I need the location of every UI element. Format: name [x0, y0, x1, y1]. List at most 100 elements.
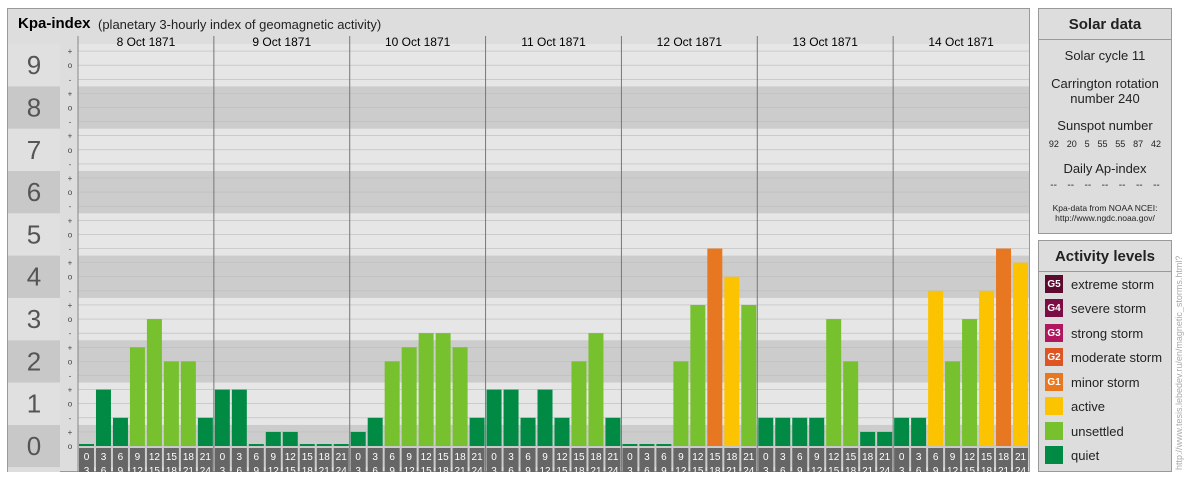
interval-label-box: [333, 448, 349, 472]
kpa-bar-chart: 0123456789o+-o+-o+-o+-o+-o+-o+-o+-o+-o+8…: [8, 34, 1029, 472]
sunspot-value: 55: [1097, 139, 1108, 149]
day-date-label: 12 Oct 1871: [657, 35, 723, 49]
y-axis-major-label: 3: [27, 304, 41, 334]
interval-end-label: 21: [183, 466, 195, 472]
y-axis-major-label: 8: [27, 92, 41, 122]
interval-end-label: 3: [84, 466, 90, 472]
interval-start-label: 18: [726, 452, 738, 463]
interval-label-box: [843, 448, 859, 472]
interval-end-label: 9: [389, 466, 395, 472]
interval-label-box: [214, 448, 230, 472]
y-axis-band: [8, 424, 60, 468]
y-axis-major-label: 2: [27, 346, 41, 376]
interval-label-box: [775, 448, 791, 472]
interval-start-label: 21: [336, 452, 348, 463]
interval-start-label: 3: [237, 452, 243, 463]
interval-end-label: 9: [118, 466, 124, 472]
sunspot-value: 42: [1150, 139, 1161, 149]
interval-end-label: 18: [981, 466, 993, 472]
interval-end-label: 15: [285, 466, 297, 472]
interval-start-label: 12: [285, 452, 297, 463]
legend-swatch: G2: [1045, 348, 1063, 366]
interval-end-label: 15: [556, 466, 568, 472]
kp-bar: [724, 276, 740, 446]
interval-start-label: 12: [149, 452, 161, 463]
interval-start-label: 9: [542, 452, 548, 463]
interval-start-label: 0: [491, 452, 497, 463]
interval-start-label: 12: [964, 452, 976, 463]
interval-start-label: 18: [862, 452, 874, 463]
kp-bar: [792, 417, 808, 446]
interval-start-label: 15: [438, 452, 450, 463]
sunspot-value: 92: [1048, 139, 1059, 149]
y-axis-minor-label: -: [69, 202, 72, 211]
interval-start-label: 6: [933, 452, 939, 463]
interval-start-label: 15: [709, 452, 721, 463]
interval-label-box: [299, 448, 315, 472]
y-axis-minor-label: +: [68, 216, 73, 225]
interval-label-box: [809, 448, 825, 472]
y-axis-minor-label: +: [68, 132, 73, 141]
solar-data-panel: Solar data Solar cycle 11 Carrington rot…: [1038, 8, 1172, 234]
interval-end-label: 12: [539, 466, 551, 472]
interval-label-box: [316, 448, 332, 472]
interval-start-label: 6: [797, 452, 803, 463]
legend-label: severe storm: [1071, 300, 1147, 316]
interval-label-box: [486, 448, 502, 472]
interval-start-label: 3: [372, 452, 378, 463]
y-axis-minor-label: o: [68, 400, 73, 409]
interval-start-label: 6: [118, 452, 124, 463]
interval-label-box: [962, 448, 978, 472]
y-axis-band: [8, 382, 60, 425]
interval-end-label: 6: [916, 466, 922, 472]
interval-end-label: 3: [899, 466, 905, 472]
solar-cycle: Solar cycle 11: [1064, 48, 1146, 63]
interval-end-label: 24: [879, 466, 891, 472]
ap-value: --: [1050, 180, 1057, 191]
interval-label-box: [469, 448, 485, 472]
kp-bar: [894, 417, 910, 446]
ap-index-label: Daily Ap-index: [1063, 161, 1147, 176]
interval-label-box: [180, 448, 196, 472]
interval-end-label: 15: [828, 466, 840, 472]
interval-start-label: 21: [200, 452, 212, 463]
interval-start-label: 15: [302, 452, 314, 463]
day-date-label: 8 Oct 1871: [117, 35, 176, 49]
kp-bar: [112, 417, 128, 446]
interval-start-label: 15: [166, 452, 178, 463]
source-link[interactable]: http://www.ngdc.noaa.gov/: [1055, 213, 1155, 223]
kp-bar: [707, 248, 723, 446]
interval-end-label: 9: [797, 466, 803, 472]
ap-value: --: [1084, 180, 1092, 191]
y-axis-minor-label: -: [69, 287, 72, 296]
interval-label-box: [401, 448, 417, 472]
kp-bar: [333, 444, 349, 446]
y-axis-minor-label: o: [68, 146, 73, 155]
legend-swatch: G1: [1045, 373, 1063, 391]
interval-start-label: 3: [780, 452, 786, 463]
y-axis-minor-label: o: [68, 188, 73, 197]
y-axis-minor-label: o: [68, 103, 73, 112]
interval-end-label: 9: [661, 466, 667, 472]
interval-label-box: [367, 448, 383, 472]
interval-end-label: 18: [302, 466, 314, 472]
interval-end-label: 18: [438, 466, 450, 472]
interval-start-label: 9: [406, 452, 412, 463]
interval-end-label: 12: [404, 466, 416, 472]
kp-bar: [248, 444, 264, 446]
interval-start-label: 12: [692, 452, 704, 463]
interval-label-box: [707, 448, 723, 472]
day-date-label: 14 Oct 1871: [928, 35, 994, 49]
interval-label-box: [418, 448, 434, 472]
interval-end-label: 6: [237, 466, 243, 472]
interval-end-label: 21: [726, 466, 738, 472]
interval-start-label: 15: [845, 452, 857, 463]
interval-start-label: 9: [135, 452, 141, 463]
interval-start-label: 6: [661, 452, 667, 463]
legend-label: active: [1071, 398, 1105, 414]
interval-label-box: [588, 448, 604, 472]
chart-subtitle: (planetary 3-hourly index of geomagnetic…: [98, 17, 382, 32]
y-axis-minor-label: +: [68, 386, 73, 395]
legend-swatch: [1045, 446, 1063, 464]
interval-label-box: [231, 448, 247, 472]
